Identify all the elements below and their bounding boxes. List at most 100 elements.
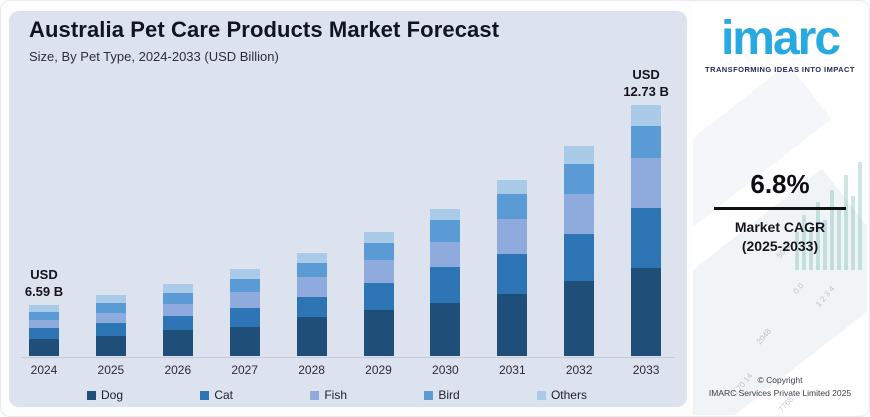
bar-segment-dog-2030 <box>430 303 461 356</box>
bar-segment-cat-2025 <box>95 322 126 336</box>
bar-2031 <box>497 180 528 356</box>
imarc-tagline: TRANSFORMING IDEAS INTO IMPACT <box>705 65 855 75</box>
bar-segment-others-2031 <box>497 180 528 194</box>
cagr-value: 6.8% <box>750 169 810 199</box>
watermark-bar <box>816 202 820 270</box>
imarc-logo: imarc <box>720 12 841 65</box>
watermark-number: 0.0 <box>791 281 806 296</box>
legend-item-others: Others <box>536 388 587 402</box>
bar-segment-others-2032 <box>564 146 595 164</box>
bar-segment-bird-2026 <box>162 293 193 304</box>
copyright-notice: © Copyright IMARC Services Private Limit… <box>693 374 867 401</box>
watermark-bar <box>858 162 862 270</box>
bar-2028 <box>296 253 327 356</box>
x-tick-2032: 2032 <box>565 363 593 377</box>
bar-segment-dog-2028 <box>296 317 327 356</box>
legend-item-fish: Fish <box>310 388 347 402</box>
copyright-line2: IMARC Services Private Limited 2025 <box>708 388 852 399</box>
bar-segment-cat-2030 <box>430 267 461 303</box>
bar-segment-others-2030 <box>430 209 461 220</box>
bar-segment-cat-2029 <box>363 283 394 310</box>
bar-segment-fish-2025 <box>95 312 126 323</box>
legend-label-cat: Cat <box>214 388 234 402</box>
bar-2024 <box>29 305 59 356</box>
value-label-2033: USD 12.73 B <box>623 66 669 100</box>
watermark-number: 1 2 3 4 <box>813 284 837 309</box>
value-label-2024: USD 6.59 B <box>24 266 64 300</box>
brand-panel: imarc TRANSFORMING IDEAS INTO IMPACT 6.8… <box>693 4 867 415</box>
bar-segment-fish-2031 <box>497 219 528 254</box>
chart-title: Australia Pet Care Products Market Forec… <box>29 17 500 42</box>
bar-segment-fish-2027 <box>229 291 260 308</box>
x-tick-2025: 2025 <box>97 363 125 377</box>
chart-subtitle: Size, By Pet Type, 2024-2033 (USD Billio… <box>29 49 279 64</box>
legend-item-dog: Dog <box>87 388 123 402</box>
legend-swatch-dog <box>87 390 96 400</box>
bar-segment-others-2025 <box>95 295 126 303</box>
legend-swatch-fish <box>310 390 320 400</box>
logo-block: imarc TRANSFORMING IDEAS INTO IMPACT <box>693 12 867 75</box>
bar-segment-bird-2025 <box>95 303 126 313</box>
bar-2033 <box>631 105 662 356</box>
plot-area: 2024 2025 2026 2027 2028 2029 2030 2031 2032 2033… <box>9 11 687 407</box>
bar-segment-bird-2028 <box>296 263 327 277</box>
legend-label-bird: Bird <box>438 388 460 402</box>
legend-swatch-cat <box>200 390 210 400</box>
bar-2030 <box>430 209 461 356</box>
bar-2025 <box>95 295 126 356</box>
bar-segment-fish-2032 <box>564 194 595 234</box>
bar-segment-fish-2030 <box>430 241 461 267</box>
legend-item-cat: Cat <box>200 388 233 402</box>
bar-segment-bird-2029 <box>363 242 394 260</box>
cagr-label-line1: Market CAGR <box>734 219 826 235</box>
bar-segment-dog-2029 <box>363 310 394 356</box>
watermark-number: 2048 <box>754 326 774 347</box>
copyright-line1: © Copyright <box>757 374 803 385</box>
bar-segment-dog-2033 <box>631 268 662 356</box>
cagr-label-line2: (2025-2033) <box>741 237 819 254</box>
x-tick-2029: 2029 <box>365 363 392 377</box>
bar-segment-bird-2030 <box>430 219 461 242</box>
bar-segment-dog-2026 <box>162 330 193 356</box>
bar-segment-fish-2029 <box>363 260 394 283</box>
x-tick-2024: 2024 <box>30 363 58 377</box>
x-tick-2033: 2033 <box>632 363 660 377</box>
chart-legend: Dog Cat Fish Bird Others <box>87 388 587 402</box>
bar-segment-others-2029 <box>363 232 394 243</box>
bar-2032 <box>564 146 595 356</box>
bar-segment-dog-2025 <box>95 336 126 356</box>
chart-panel: Australia Pet Care Products Market Forec… <box>9 11 687 407</box>
x-tick-2031: 2031 <box>498 363 526 377</box>
bar-segment-fish-2028 <box>296 276 327 297</box>
bar-segment-cat-2031 <box>497 254 528 294</box>
bar-segment-fish-2026 <box>162 303 193 316</box>
bar-segment-cat-2026 <box>162 315 193 330</box>
x-axis-line <box>21 357 675 358</box>
cagr-block: 6.8% Market CAGR (2025-2033) <box>693 169 867 256</box>
bar-segment-bird-2033 <box>631 126 662 158</box>
bar-segment-dog-2032 <box>564 281 595 356</box>
bar-2026 <box>162 284 193 356</box>
bar-segment-cat-2027 <box>229 307 260 327</box>
x-tick-2027: 2027 <box>231 363 259 377</box>
bar-segment-dog-2031 <box>497 294 528 356</box>
bar-segment-dog-2027 <box>229 327 260 356</box>
bar-segment-others-2024 <box>29 305 59 312</box>
watermark-bar <box>844 175 848 270</box>
x-tick-2028: 2028 <box>298 363 325 377</box>
bar-segment-bird-2024 <box>29 312 59 320</box>
bar-segment-bird-2032 <box>564 164 595 194</box>
bar-segment-cat-2032 <box>564 234 595 281</box>
cagr-divider <box>714 207 846 210</box>
bar-segment-cat-2028 <box>296 296 327 317</box>
bar-2029 <box>363 232 394 356</box>
watermark-bar <box>830 190 834 270</box>
watermark-bar-chart-icon <box>795 156 862 270</box>
watermark-bar <box>809 228 813 270</box>
x-tick-2030: 2030 <box>432 363 459 377</box>
watermark-bar <box>823 220 827 270</box>
bar-2027 <box>229 269 260 356</box>
legend-label-fish: Fish <box>324 388 347 402</box>
legend-label-others: Others <box>550 388 587 402</box>
